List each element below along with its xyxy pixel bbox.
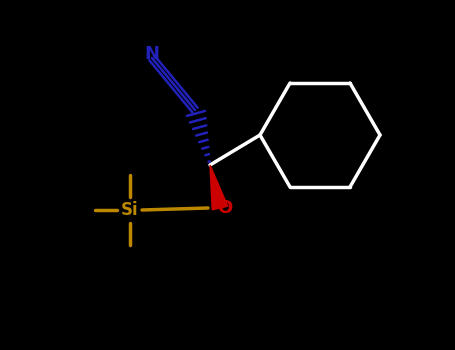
- Text: Si: Si: [121, 201, 139, 219]
- Polygon shape: [210, 165, 228, 210]
- Text: O: O: [217, 199, 233, 217]
- Text: N: N: [145, 45, 160, 63]
